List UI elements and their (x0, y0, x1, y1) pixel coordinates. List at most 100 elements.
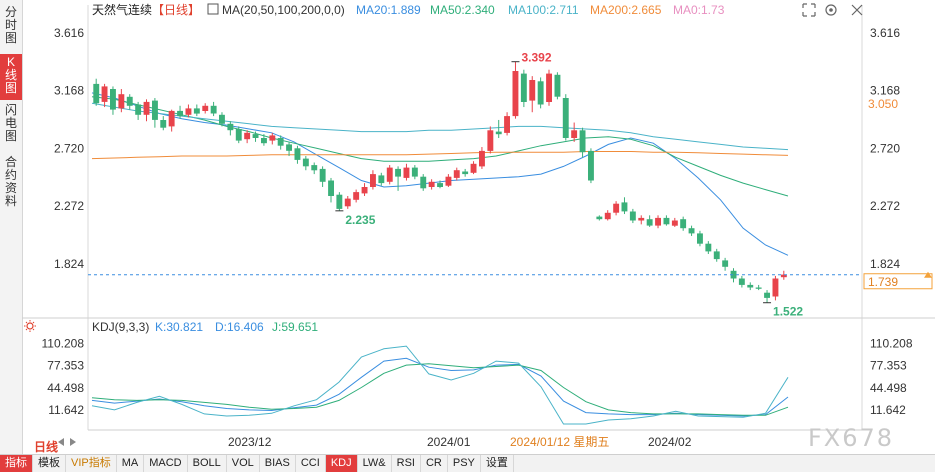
candle (621, 197, 628, 215)
candle (319, 166, 326, 187)
kdj-lines (91, 345, 789, 425)
toolbar-item-12[interactable]: CR (421, 455, 448, 472)
current-price-value: 1.739 (868, 275, 898, 289)
scroll-left-icon[interactable] (58, 438, 64, 446)
tab-contract-info-label: 合约资料 (5, 155, 18, 208)
candle (135, 101, 142, 120)
toolbar-item-13[interactable]: PSY (448, 455, 481, 472)
candle (302, 156, 309, 171)
ma50-line (91, 96, 789, 197)
ma20-legend: MA20:1.889 (356, 3, 421, 17)
toolbar-item-10[interactable]: LW& (358, 455, 392, 472)
candle (93, 78, 100, 106)
toolbar-item-5[interactable]: BOLL (188, 455, 227, 472)
candle (244, 130, 251, 144)
kdj-tick-right: 11.642 (870, 403, 906, 417)
price-tick-right: 3.616 (870, 26, 900, 40)
kdj-tick-right: 44.498 (870, 381, 907, 395)
ma0-legend: MA0:1.73 (673, 3, 725, 17)
price-tick-right: 2.720 (870, 141, 900, 155)
toolbar-item-11[interactable]: RSI (392, 455, 421, 472)
candle (479, 147, 485, 169)
candle (730, 268, 737, 283)
candle (294, 145, 301, 164)
tab-flash[interactable]: 闪电图 (0, 104, 22, 144)
instrument-name: 天然气连续 (92, 2, 152, 17)
price-tick-right: 2.272 (870, 199, 900, 213)
candle (420, 174, 427, 191)
kdj-tick-right: 110.208 (870, 336, 913, 350)
candle (487, 126, 494, 154)
kdj-tick-left: 44.498 (47, 381, 84, 395)
price-tick-left: 3.616 (54, 26, 84, 40)
period-label[interactable]: 日线 (34, 440, 59, 454)
toolbar-item-9[interactable]: KDJ (325, 455, 358, 472)
toolbar-item-2[interactable]: VIP指标 (66, 455, 117, 472)
kdj-d-legend: D:16.406 (215, 320, 264, 334)
candle (202, 103, 209, 114)
tab-timeshare-label: 分时图 (5, 5, 18, 45)
ma200-legend: MA200:2.665 (590, 3, 662, 17)
kdj-k-line (91, 357, 789, 417)
kdj-d-line (91, 363, 789, 416)
ma-settings-icon[interactable] (207, 3, 219, 15)
price-tick-right: 3.168 (870, 84, 900, 98)
toolbar-item-3[interactable]: MA (117, 455, 145, 472)
tab-contract-info[interactable]: 合约资料 (0, 156, 22, 212)
candle (537, 77, 544, 109)
date-label-1: 2023/12 (228, 435, 272, 449)
candle (688, 225, 695, 236)
toolbar-item-1[interactable]: 模板 (33, 455, 66, 472)
candle (571, 122, 578, 142)
toolbar-item-14[interactable]: 设置 (481, 455, 514, 472)
kdj-j-line (91, 345, 789, 425)
candle (261, 134, 267, 146)
toolbar-item-7[interactable]: BIAS (260, 455, 296, 472)
candle (328, 177, 334, 203)
candle (160, 116, 167, 131)
settings-gear-icon[interactable] (825, 4, 837, 16)
candle (403, 163, 410, 181)
tab-kline-label: K线图 (5, 55, 18, 95)
high-marker: 3.392 (521, 51, 551, 65)
date-label-4: 2024/02 (648, 435, 692, 449)
candle (562, 94, 569, 141)
crosshair-date: 2024/01/12 星期五 (510, 435, 609, 449)
candle (210, 101, 217, 117)
tab-timeshare[interactable]: 分时图 (0, 6, 22, 46)
candle (713, 248, 720, 262)
candle (277, 135, 284, 150)
candle (353, 189, 360, 203)
candle (101, 83, 108, 108)
candle (344, 196, 351, 209)
tab-kline[interactable]: K线图 (0, 54, 22, 100)
candle (755, 284, 762, 291)
candle (437, 180, 443, 189)
scroll-right-icon[interactable] (70, 438, 76, 446)
candle (705, 241, 712, 254)
price-markers: 3.392 2.235 1.522 (335, 51, 803, 319)
kdj-sun-icon[interactable] (24, 320, 36, 332)
candle (596, 215, 603, 221)
fullscreen-icon[interactable] (802, 3, 816, 17)
candle (495, 119, 502, 138)
candles (93, 61, 787, 303)
toolbar-item-4[interactable]: MACD (144, 455, 188, 472)
kline-chart[interactable]: 天然气连续 【日线】 MA(20,50,100,200,0,0) MA20:1.… (0, 0, 935, 454)
kdj-k-legend: K:30.821 (155, 320, 203, 334)
candle (411, 165, 418, 180)
candle (722, 257, 729, 271)
toolbar-item-8[interactable]: CCI (296, 455, 326, 472)
close-icon[interactable] (851, 4, 863, 16)
kdj-axis-right: 110.208 77.353 44.498 11.642 (870, 336, 913, 417)
kdj-tick-left: 77.353 (47, 359, 84, 373)
candle (118, 89, 125, 113)
candle (671, 217, 678, 227)
candle (269, 132, 276, 145)
candle (655, 215, 661, 229)
toolbar-item-6[interactable]: VOL (227, 455, 260, 472)
candle (286, 141, 292, 157)
toolbar-item-0[interactable]: 指标 (0, 455, 33, 472)
candle (428, 179, 435, 190)
candle (747, 282, 754, 291)
